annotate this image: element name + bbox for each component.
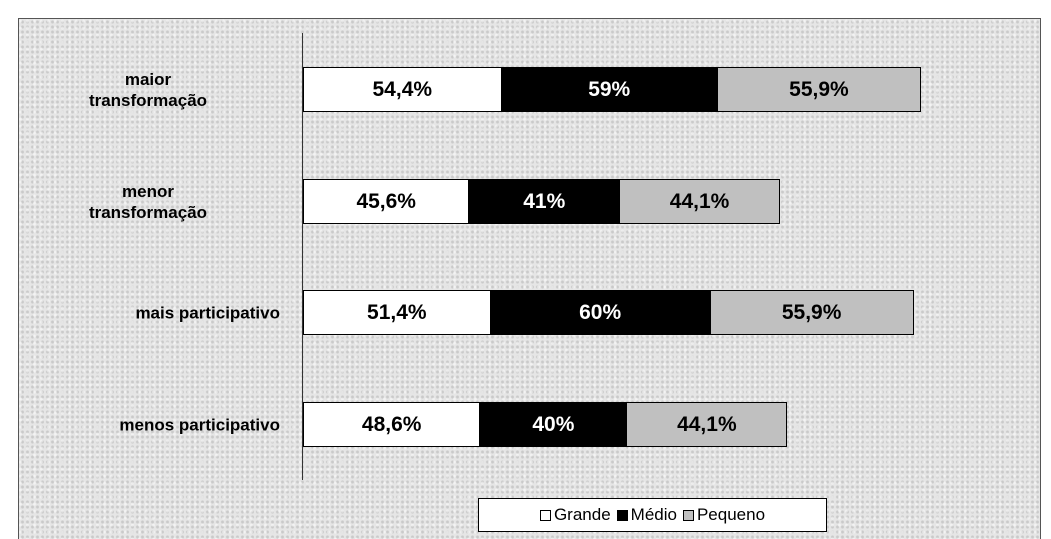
value-label: 41% bbox=[523, 189, 566, 213]
legend-label: Grande bbox=[553, 505, 611, 524]
category-label: menor transformação bbox=[88, 181, 208, 222]
category-label: menos participativo bbox=[119, 415, 280, 434]
value-label: 44,1% bbox=[669, 189, 730, 213]
legend: Grande Médio Pequeno bbox=[478, 498, 827, 532]
value-label: 45,6% bbox=[356, 189, 416, 213]
legend-item: Pequeno bbox=[682, 505, 766, 525]
value-label: 55,9% bbox=[789, 77, 849, 101]
legend-label: Médio bbox=[630, 505, 677, 524]
value-label: 48,6% bbox=[361, 412, 422, 436]
bar-segment: 45,6% bbox=[303, 179, 470, 224]
legend-item: Grande bbox=[539, 505, 611, 525]
bar-segment: 51,4% bbox=[303, 290, 491, 335]
bar-segment: 55,9% bbox=[716, 67, 921, 112]
bar-segment: 60% bbox=[490, 290, 710, 335]
bar-segment: 48,6% bbox=[303, 402, 481, 447]
legend-key bbox=[539, 510, 551, 522]
value-label: 55,9% bbox=[781, 300, 842, 324]
category-label: maior transformação bbox=[88, 69, 208, 110]
legend-item: Médio bbox=[616, 505, 677, 525]
bar-segment: 44,1% bbox=[619, 179, 781, 224]
value-label: 40% bbox=[532, 412, 575, 436]
value-label: 60% bbox=[579, 300, 622, 324]
value-label: 59% bbox=[588, 77, 631, 101]
legend-label: Pequeno bbox=[696, 505, 766, 524]
legend-key bbox=[616, 510, 628, 522]
category-axis bbox=[302, 33, 303, 480]
bar-segment: 55,9% bbox=[709, 290, 914, 335]
legend-key bbox=[682, 510, 694, 522]
bar-segment: 44,1% bbox=[626, 402, 788, 447]
value-label: 44,1% bbox=[677, 412, 737, 436]
value-label: 51,4% bbox=[367, 300, 427, 324]
bar-segment: 54,4% bbox=[303, 67, 502, 112]
category-label: mais participativo bbox=[135, 303, 280, 322]
bar-segment: 59% bbox=[501, 67, 717, 112]
value-label: 54,4% bbox=[372, 77, 433, 101]
bar-segment: 40% bbox=[480, 402, 627, 447]
bar-segment: 41% bbox=[469, 179, 620, 224]
